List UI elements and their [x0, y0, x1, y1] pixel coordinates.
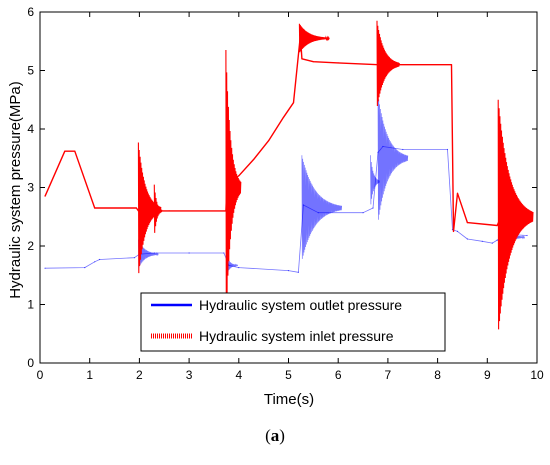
series-point [292, 102, 295, 104]
x-tick-label: 8 [434, 368, 441, 382]
y-tick-label: 6 [27, 5, 34, 19]
x-tick-label: 4 [235, 368, 242, 382]
x-tick-label: 10 [530, 368, 544, 382]
x-tick-label: 1 [86, 368, 93, 382]
series-point [238, 175, 240, 177]
series-transient [301, 155, 343, 259]
series-point [297, 271, 299, 273]
series-point [253, 158, 255, 160]
caption-letter: a [270, 426, 280, 445]
series-point [133, 257, 135, 259]
series-point [99, 258, 101, 261]
series-point [446, 148, 449, 151]
y-tick-label: 0 [27, 356, 34, 370]
series-point [94, 261, 96, 263]
series-point [362, 212, 364, 214]
series-point [287, 270, 290, 272]
series-point [188, 252, 190, 254]
x-tick-label: 2 [136, 368, 143, 382]
series-point [44, 267, 46, 269]
series-transient [377, 93, 409, 220]
plot-frame [39, 11, 538, 364]
x-tick-label: 6 [335, 368, 342, 382]
series-point [402, 148, 404, 151]
legend-box [140, 292, 446, 352]
series-point [64, 150, 66, 152]
x-tick-label: 5 [285, 368, 292, 382]
y-tick-label: 2 [27, 239, 34, 253]
series-point [372, 207, 374, 209]
series-point [456, 192, 459, 194]
series-transient [227, 258, 239, 272]
series-point [44, 195, 46, 197]
series-line [44, 146, 528, 273]
y-tick-label: 4 [27, 122, 34, 136]
figure-caption: (a) [265, 426, 285, 445]
series-point [481, 240, 483, 242]
series-point [526, 234, 528, 237]
series-point [450, 64, 453, 66]
x-tick-label: 7 [385, 368, 392, 382]
series-point [466, 222, 468, 224]
plot-area [44, 20, 534, 330]
series-point [466, 238, 468, 240]
y-axis-label: Hydraulic system pressure(MPa) [7, 81, 24, 299]
series-transient [153, 184, 163, 233]
series-0 [44, 93, 528, 273]
y-tick-label: 5 [27, 64, 34, 78]
x-axis-ticks: 0 1 2 3 4 5 6 7 8 9 10 [37, 12, 544, 382]
series-point [84, 267, 86, 269]
y-tick-label: 3 [27, 181, 34, 195]
x-axis-label: Time(s) [264, 391, 314, 408]
y-tick-label: 1 [27, 298, 34, 312]
series-transient [225, 49, 242, 314]
series-point [268, 140, 270, 142]
series-point [312, 61, 314, 63]
series-point [496, 224, 498, 227]
series-point [496, 239, 498, 241]
series-point [337, 62, 339, 64]
series-1 [44, 20, 534, 330]
series-point [238, 267, 240, 269]
series-point [168, 210, 170, 212]
series-transient [298, 23, 330, 53]
series-transient [376, 20, 400, 107]
series-point [282, 116, 285, 118]
series-point [94, 207, 96, 209]
series-line [44, 34, 528, 233]
series-point [74, 150, 76, 152]
legend-label-outlet: Hydraulic system outlet pressure [199, 297, 402, 313]
x-tick-label: 0 [37, 368, 44, 382]
legend: Hydraulic system outlet pressure Hydraul… [140, 292, 446, 352]
legend-label-inlet: Hydraulic system inlet pressure [199, 328, 394, 344]
series-point [223, 252, 225, 254]
series-point [491, 242, 493, 244]
x-tick-label: 9 [484, 368, 491, 382]
y-axis-ticks: 0 1 2 3 4 5 6 [27, 5, 537, 370]
series-point [135, 207, 137, 209]
x-tick-label: 3 [186, 368, 193, 382]
series-point [452, 230, 455, 232]
series-point [456, 230, 459, 232]
series-point [301, 58, 303, 60]
series-transient [497, 99, 534, 330]
